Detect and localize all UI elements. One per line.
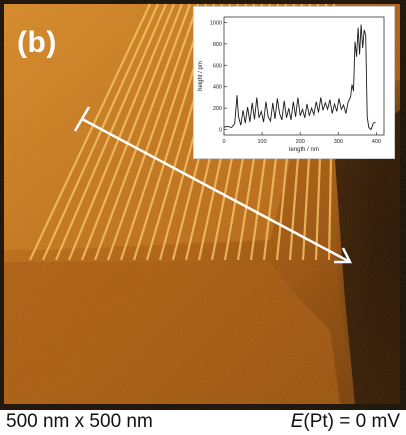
potential-symbol: E [290, 411, 304, 432]
y-axis-label: height / pm [198, 61, 204, 91]
panel-label: (b) [17, 26, 57, 59]
y-tick-label: 1000 [210, 20, 222, 26]
y-tick-label: 200 [213, 106, 222, 112]
stm-figure: (b) 0 100 200 300 400 0 200 400 600 800 1000 length… [0, 0, 406, 410]
x-tick-label: 0 [222, 139, 225, 145]
scan-size-caption: 500 nm x 500 nm [6, 411, 153, 432]
x-tick-label: 300 [334, 139, 343, 145]
height-profile-chart: 0 100 200 300 400 0 200 400 600 800 1000 length / n… [198, 16, 385, 153]
height-profile-line [223, 24, 376, 131]
profile-arrow [73, 106, 353, 264]
y-tick-label: 400 [213, 85, 222, 91]
potential-value: (Pt) = 0 mV [303, 411, 400, 432]
height-profile-inset: 0 100 200 300 400 0 200 400 600 800 1000 length / n… [193, 6, 395, 159]
x-tick-label: 400 [372, 139, 381, 145]
x-tick-label: 100 [258, 139, 267, 145]
y-tick-label: 800 [213, 42, 222, 48]
x-tick-label: 200 [296, 139, 305, 145]
potential-caption: E(Pt) = 0 mV [291, 411, 400, 433]
x-axis-label: length / nm [289, 147, 319, 153]
y-tick-label: 0 [219, 128, 222, 134]
y-tick-label: 600 [213, 63, 222, 69]
plot-frame [223, 16, 385, 136]
